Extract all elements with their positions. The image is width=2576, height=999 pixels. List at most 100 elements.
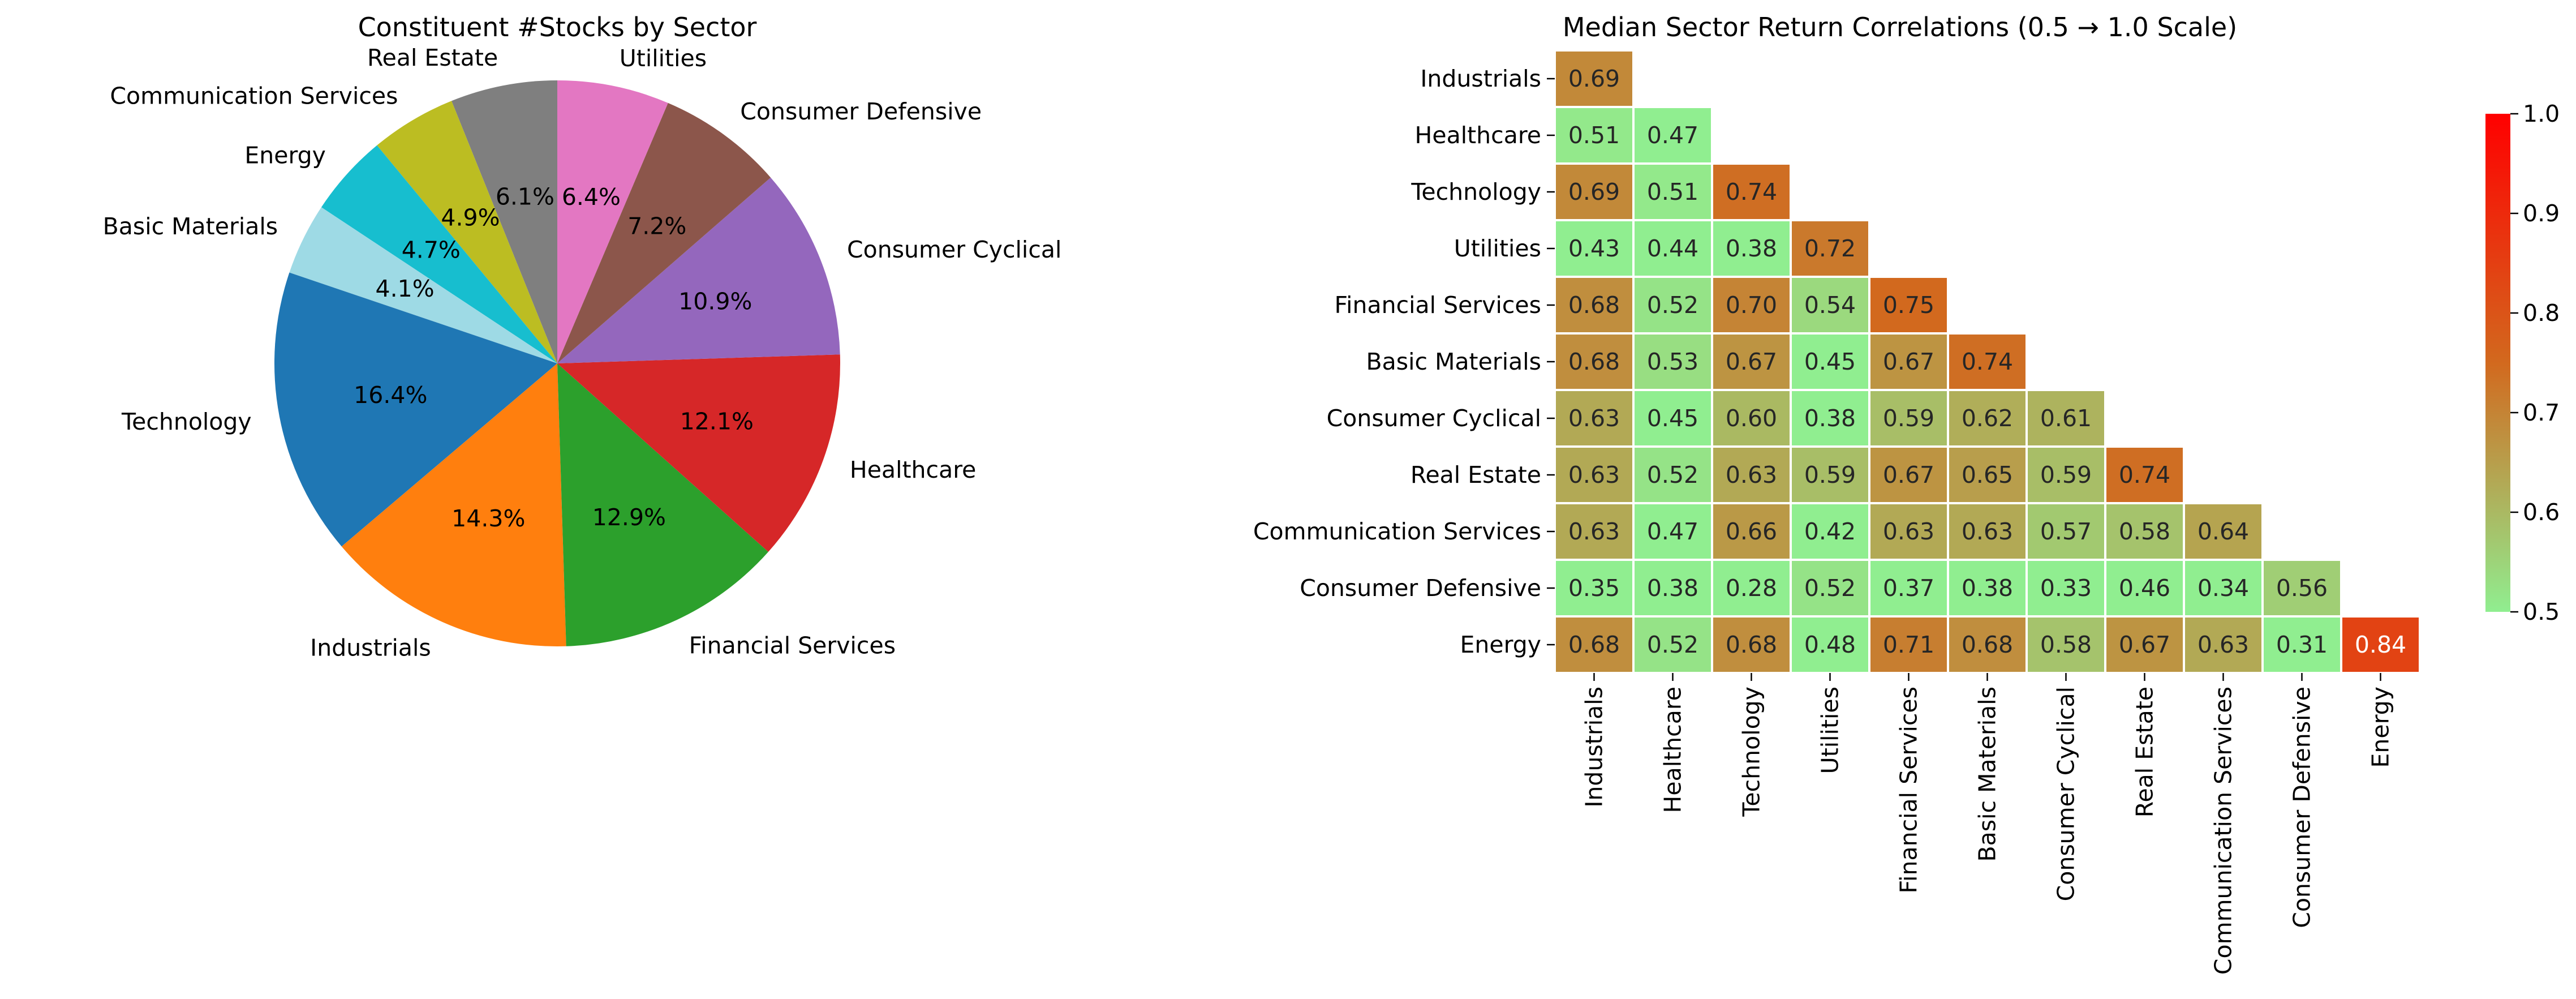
- heatmap-cell-value: 0.59: [1883, 405, 1934, 432]
- heatmap-title: Median Sector Return Correlations (0.5 →…: [1563, 12, 2237, 42]
- heatmap-cell-value: 0.51: [1568, 122, 1620, 149]
- colorbar-tick-label: 0.5: [2523, 598, 2560, 625]
- heatmap-cell-value: 0.46: [2119, 574, 2170, 602]
- heatmap-cell-value: 0.38: [1962, 574, 2013, 602]
- heatmap-cell: [1790, 445, 1870, 504]
- heatmap-cell-value: 0.61: [2040, 405, 2092, 432]
- row-label-energy: Energy: [1460, 631, 1541, 658]
- heatmap-cell-value: 0.34: [2197, 574, 2249, 602]
- colorbar-tick-label: 0.6: [2523, 499, 2560, 526]
- column-label-consumer-defensive: Consumer Defensive: [2289, 687, 2316, 928]
- column-label-real-estate: Real Estate: [2131, 687, 2158, 817]
- row-label-financial-services: Financial Services: [1335, 291, 1541, 319]
- column-label-technology: Technology: [1738, 687, 1765, 817]
- pie-label-utilities: Utilities: [620, 45, 707, 72]
- heatmap-cell: [2104, 445, 2185, 504]
- heatmap-cell: [2340, 615, 2421, 674]
- pie-slice-basic-materials: [289, 207, 557, 363]
- pie-pct-financial-services: 12.9%: [592, 504, 666, 531]
- row-label-utilities: Utilities: [1454, 235, 1541, 262]
- heatmap-cell-value: 0.67: [1726, 348, 1777, 375]
- heatmap-cell-value: 0.68: [1568, 348, 1620, 375]
- heatmap-cell-value: 0.68: [1962, 631, 2013, 658]
- heatmap-cell-value: 0.67: [2119, 631, 2170, 658]
- pie-label-healthcare: Healthcare: [850, 456, 976, 483]
- heatmap-cell-value: 0.47: [1647, 518, 1698, 545]
- pie-pct-technology: 16.4%: [354, 381, 427, 409]
- heatmap-row-labels: Industrials Healthcare Technology Utilities…: [1253, 65, 1555, 658]
- heatmap-cell-value: 0.69: [1568, 178, 1620, 205]
- heatmap-cell-value: 0.75: [1883, 291, 1934, 319]
- heatmap-cell: [2025, 559, 2106, 618]
- pie-label-real-estate: Real Estate: [367, 44, 498, 71]
- pie-label-consumer-defensive: Consumer Defensive: [740, 98, 982, 125]
- pie-slice-financial-services: [557, 363, 768, 646]
- column-label-industrials: Industrials: [1581, 687, 1608, 808]
- colorbar-tick-label: 0.7: [2523, 399, 2560, 426]
- heatmap-cell-value: 0.47: [1647, 122, 1698, 149]
- heatmap-cell-value: 0.42: [1804, 518, 1856, 545]
- heatmap-cell: [1632, 332, 1713, 391]
- heatmap-cell-value: 0.35: [1568, 574, 1620, 602]
- heatmap-cell-value: 0.59: [2040, 461, 2092, 488]
- heatmap-cell-value: 0.52: [1647, 461, 1698, 488]
- pie-label-technology: Technology: [121, 408, 252, 435]
- heatmap-cell: [1868, 615, 1949, 674]
- heatmap-cell-value: 0.58: [2040, 631, 2092, 658]
- pie-label-financial-services: Financial Services: [689, 632, 896, 659]
- heatmap-cell-value: 0.53: [1647, 348, 1698, 375]
- pie-label-industrials: Industrials: [310, 634, 431, 662]
- pie-pct-industrials: 14.3%: [451, 505, 525, 532]
- heatmap-cell-value: 0.59: [1804, 461, 1856, 488]
- pie-slice-real-estate: [451, 80, 557, 363]
- pie-label-energy: Energy: [244, 142, 326, 169]
- heatmap-chart: Median Sector Return Correlations (0.5 →…: [1253, 12, 2560, 975]
- row-label-basic-materials: Basic Materials: [1366, 348, 1541, 375]
- pie-pct-healthcare: 12.1%: [680, 408, 754, 435]
- pie-slices: [274, 80, 840, 646]
- heatmap-cell-value: 0.28: [1726, 574, 1777, 602]
- heatmap-cell: [1711, 502, 1792, 561]
- heatmap-cell-value: 0.33: [2040, 574, 2092, 602]
- heatmap-cell-value: 0.72: [1804, 235, 1856, 262]
- pie-slice-consumer-defensive: [557, 102, 771, 363]
- heatmap-cell-value: 0.37: [1883, 574, 1934, 602]
- pie-label-basic-materials: Basic Materials: [103, 213, 278, 240]
- column-label-basic-materials: Basic Materials: [1974, 687, 2001, 862]
- pie-slice-communication-services: [377, 101, 557, 363]
- heatmap-cell-value: 0.84: [2355, 631, 2406, 658]
- heatmap-cell: [1868, 389, 1949, 448]
- heatmap-cell: [1711, 332, 1792, 391]
- heatmap-cell-value: 0.69: [1568, 65, 1620, 92]
- heatmap-cell-value: 0.31: [2276, 631, 2328, 658]
- colorbar-ticks: 0.5 0.6 0.7 0.8 0.9 1.0: [2510, 100, 2560, 625]
- heatmap-cell-value: 0.68: [1568, 631, 1620, 658]
- column-label-communication-services: Communication Services: [2210, 687, 2237, 975]
- heatmap-cell-value: 0.65: [1962, 461, 2013, 488]
- heatmap-cell: [1632, 106, 1713, 165]
- heatmap-cell-value: 0.63: [1568, 518, 1620, 545]
- pie-percentages: 6.1%4.9% 4.7% 4.1% 16.4% 14.3% 12.9% 12.1% 10.9…: [354, 183, 754, 533]
- heatmap-cell-value: 0.45: [1647, 405, 1698, 432]
- heatmap-cell: [1711, 445, 1792, 504]
- heatmap-column-labels: Industrials Healthcare Technology Utilities…: [1581, 673, 2394, 975]
- row-label-communication-services: Communication Services: [1253, 518, 1541, 545]
- colorbar-tick-label: 0.9: [2523, 200, 2560, 227]
- heatmap-cell: [2025, 389, 2106, 448]
- pie-label-consumer-cyclical: Consumer Cyclical: [847, 236, 1061, 263]
- heatmap-cell: [1554, 106, 1635, 165]
- heatmap-cell: [1632, 615, 1713, 674]
- heatmap-cell-value: 0.48: [1804, 631, 1856, 658]
- row-label-consumer-defensive: Consumer Defensive: [1300, 574, 1541, 602]
- heatmap-cell: [1554, 49, 1635, 108]
- heatmap-cell-value: 0.44: [1647, 235, 1698, 262]
- heatmap-cell: [1790, 559, 1870, 618]
- heatmap-cell-value: 0.66: [1726, 518, 1777, 545]
- heatmap-cell-value: 0.64: [2197, 518, 2249, 545]
- heatmap-cell: [1790, 276, 1870, 335]
- pie-slice-technology: [274, 272, 557, 547]
- colorbar: 0.5 0.6 0.7 0.8 0.9 1.0: [2485, 100, 2560, 625]
- row-label-real-estate: Real Estate: [1410, 461, 1541, 488]
- heatmap-cell-value: 0.74: [1726, 178, 1777, 205]
